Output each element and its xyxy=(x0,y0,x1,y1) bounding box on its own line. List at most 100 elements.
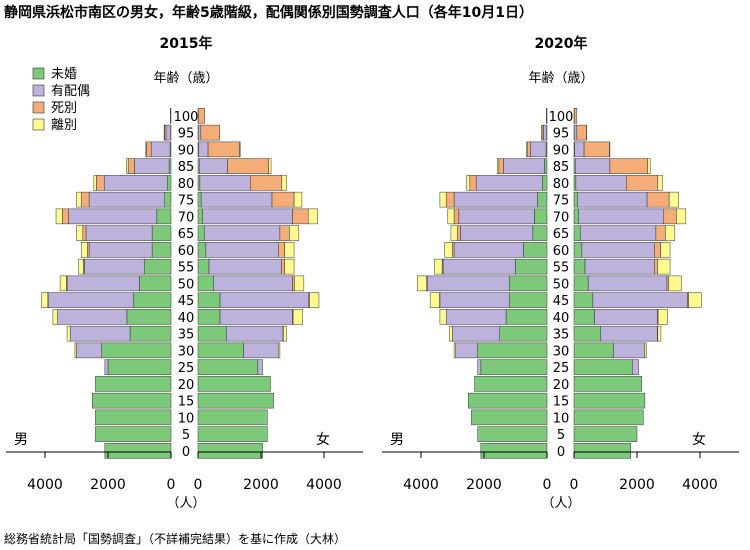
x-tick-label: 0 xyxy=(570,477,579,493)
bar-male-死別 xyxy=(526,141,531,158)
bar-male-未婚 xyxy=(107,359,172,375)
bar-female-未婚 xyxy=(197,225,205,241)
legend-swatch xyxy=(32,101,45,114)
age-tick-label: 40 xyxy=(178,311,195,326)
bar-female-有配偶 xyxy=(587,275,668,292)
bar-female-離別 xyxy=(657,258,671,275)
bar-female-有配偶 xyxy=(198,124,202,141)
bar-male-未婚 xyxy=(143,258,172,275)
age-tick-label: 85 xyxy=(553,160,570,175)
male-label: 男 xyxy=(390,432,404,448)
bar-male-未婚 xyxy=(129,325,172,342)
bar-female-死別 xyxy=(292,275,295,292)
age-tick-label: 95 xyxy=(178,127,195,142)
bar-female-未婚 xyxy=(197,392,274,409)
bar-male-離別 xyxy=(526,141,528,158)
bar-male-離別 xyxy=(80,242,88,258)
bar-female-未婚 xyxy=(197,359,259,375)
bar-male-有配偶 xyxy=(503,158,545,174)
bar-female-離別 xyxy=(284,258,295,275)
bar-male-未婚 xyxy=(151,242,172,258)
bar-male-有配偶 xyxy=(452,325,500,342)
female-label: 女 xyxy=(692,431,706,448)
bar-male-離別 xyxy=(439,309,447,325)
bar-female-有配偶 xyxy=(202,208,293,225)
age-tick-label: 25 xyxy=(178,361,195,376)
bar-female-有配偶 xyxy=(219,292,309,308)
x-tick-label: 4000 xyxy=(403,477,439,493)
age-axis-label: 年齢（歳） xyxy=(528,71,593,86)
panel-title: 2020年 xyxy=(535,35,588,52)
bar-female-有配偶 xyxy=(574,124,578,141)
bar-female-未婚 xyxy=(197,191,202,208)
bar-female-未婚 xyxy=(197,175,201,191)
age-tick-label: 5 xyxy=(557,428,565,443)
age-tick-label: 95 xyxy=(553,127,570,142)
legend-label: 離別 xyxy=(51,118,77,133)
bar-female-未婚 xyxy=(197,208,203,225)
bar-male-未婚 xyxy=(542,175,548,191)
bar-female-有配偶 xyxy=(200,191,273,208)
bar-male-離別 xyxy=(126,158,129,174)
bar-male-未婚 xyxy=(92,392,172,409)
age-tick-label: 30 xyxy=(553,344,570,359)
bar-female-有配偶 xyxy=(198,141,209,158)
bar-female-死別 xyxy=(207,141,240,158)
bar-male-離別 xyxy=(59,275,67,292)
bar-male-死別 xyxy=(62,208,69,225)
age-tick-label: 5 xyxy=(182,428,190,443)
bar-female-有配偶 xyxy=(208,258,282,275)
bar-female-死別 xyxy=(281,258,285,275)
x-tick-label: 0 xyxy=(194,477,203,493)
bar-male-未婚 xyxy=(523,242,548,258)
bar-female-有配偶 xyxy=(257,359,263,375)
bar-male-未婚 xyxy=(505,309,548,325)
bar-female-有配偶 xyxy=(581,242,655,258)
bar-male-未婚 xyxy=(95,376,172,392)
bar-female-死別 xyxy=(279,225,290,241)
bar-female-離別 xyxy=(309,292,320,308)
bar-male-未婚 xyxy=(132,292,172,308)
bar-male-有配偶 xyxy=(475,175,543,191)
bar-male-未婚 xyxy=(480,359,548,375)
bar-male-離別 xyxy=(145,141,147,158)
bar-female-有配偶 xyxy=(199,158,228,174)
x-tick-label: 2000 xyxy=(243,477,279,493)
age-tick-label: 55 xyxy=(178,261,195,276)
age-tick-label: 40 xyxy=(553,311,570,326)
bar-male-有配偶 xyxy=(453,242,524,258)
bar-female-未婚 xyxy=(573,443,631,459)
bar-male-未婚 xyxy=(164,191,172,208)
age-tick-label: 80 xyxy=(178,177,195,192)
bar-female-未婚 xyxy=(573,392,646,409)
bar-male-有配偶 xyxy=(57,309,128,325)
bar-female-離別 xyxy=(281,175,287,191)
bar-female-未婚 xyxy=(573,359,633,375)
bar-male-未婚 xyxy=(95,409,172,426)
bar-male-未婚 xyxy=(468,392,548,409)
legend-label: 未婚 xyxy=(51,67,77,82)
x-tick-label: 0 xyxy=(543,477,552,493)
bar-female-離別 xyxy=(292,309,303,325)
bar-female-離別 xyxy=(239,141,241,158)
bar-female-有配偶 xyxy=(580,225,657,241)
bar-female-未婚 xyxy=(573,409,644,426)
bar-male-有配偶 xyxy=(530,141,547,158)
bar-male-死別 xyxy=(445,191,455,208)
x-tick-label: 4000 xyxy=(306,477,342,493)
bar-female-死別 xyxy=(576,124,587,141)
bar-female-有配偶 xyxy=(584,258,655,275)
bar-female-未婚 xyxy=(573,309,595,325)
bar-female-未婚 xyxy=(573,191,579,208)
bar-male-有配偶 xyxy=(134,158,170,174)
bar-female-死別 xyxy=(626,175,659,191)
bar-male-有配偶 xyxy=(477,359,482,375)
bar-female-有配偶 xyxy=(204,225,281,241)
bar-female-離別 xyxy=(668,191,679,208)
age-tick-label: 50 xyxy=(553,277,570,292)
age-tick-label: 75 xyxy=(553,194,570,209)
age-tick-label: 0 xyxy=(557,445,565,460)
age-tick-label: 45 xyxy=(178,294,195,309)
legend-swatch xyxy=(32,118,45,131)
bar-male-未婚 xyxy=(532,225,548,241)
